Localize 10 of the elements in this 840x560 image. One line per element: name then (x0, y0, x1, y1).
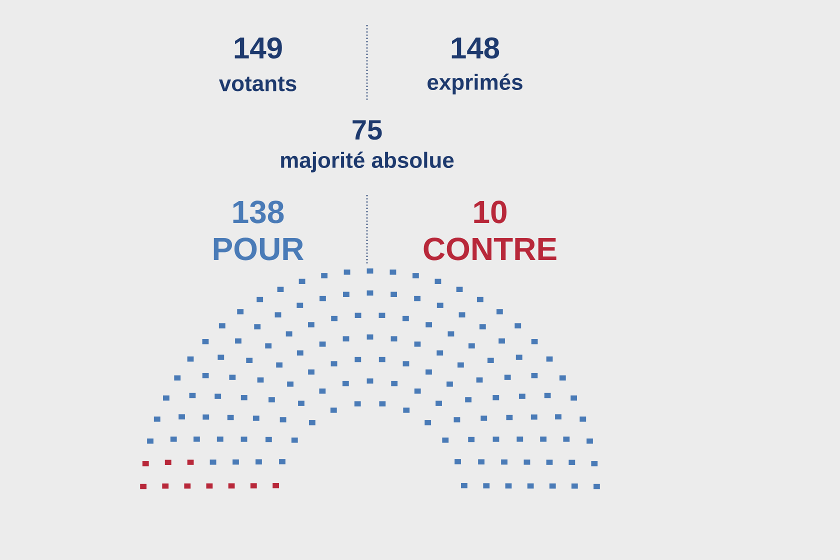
text: votants (218, 76, 296, 92)
text: exprimés (428, 74, 522, 94)
text: 75 (352, 120, 382, 140)
data-label: 138 (233, 200, 284, 224)
text: majorité absolue (281, 152, 454, 172)
data-label: 10 (474, 200, 506, 224)
text: 149 (234, 37, 282, 59)
category-label: POUR (214, 238, 304, 260)
category-label: CONTRE (424, 238, 556, 260)
text: 148 (452, 37, 500, 59)
